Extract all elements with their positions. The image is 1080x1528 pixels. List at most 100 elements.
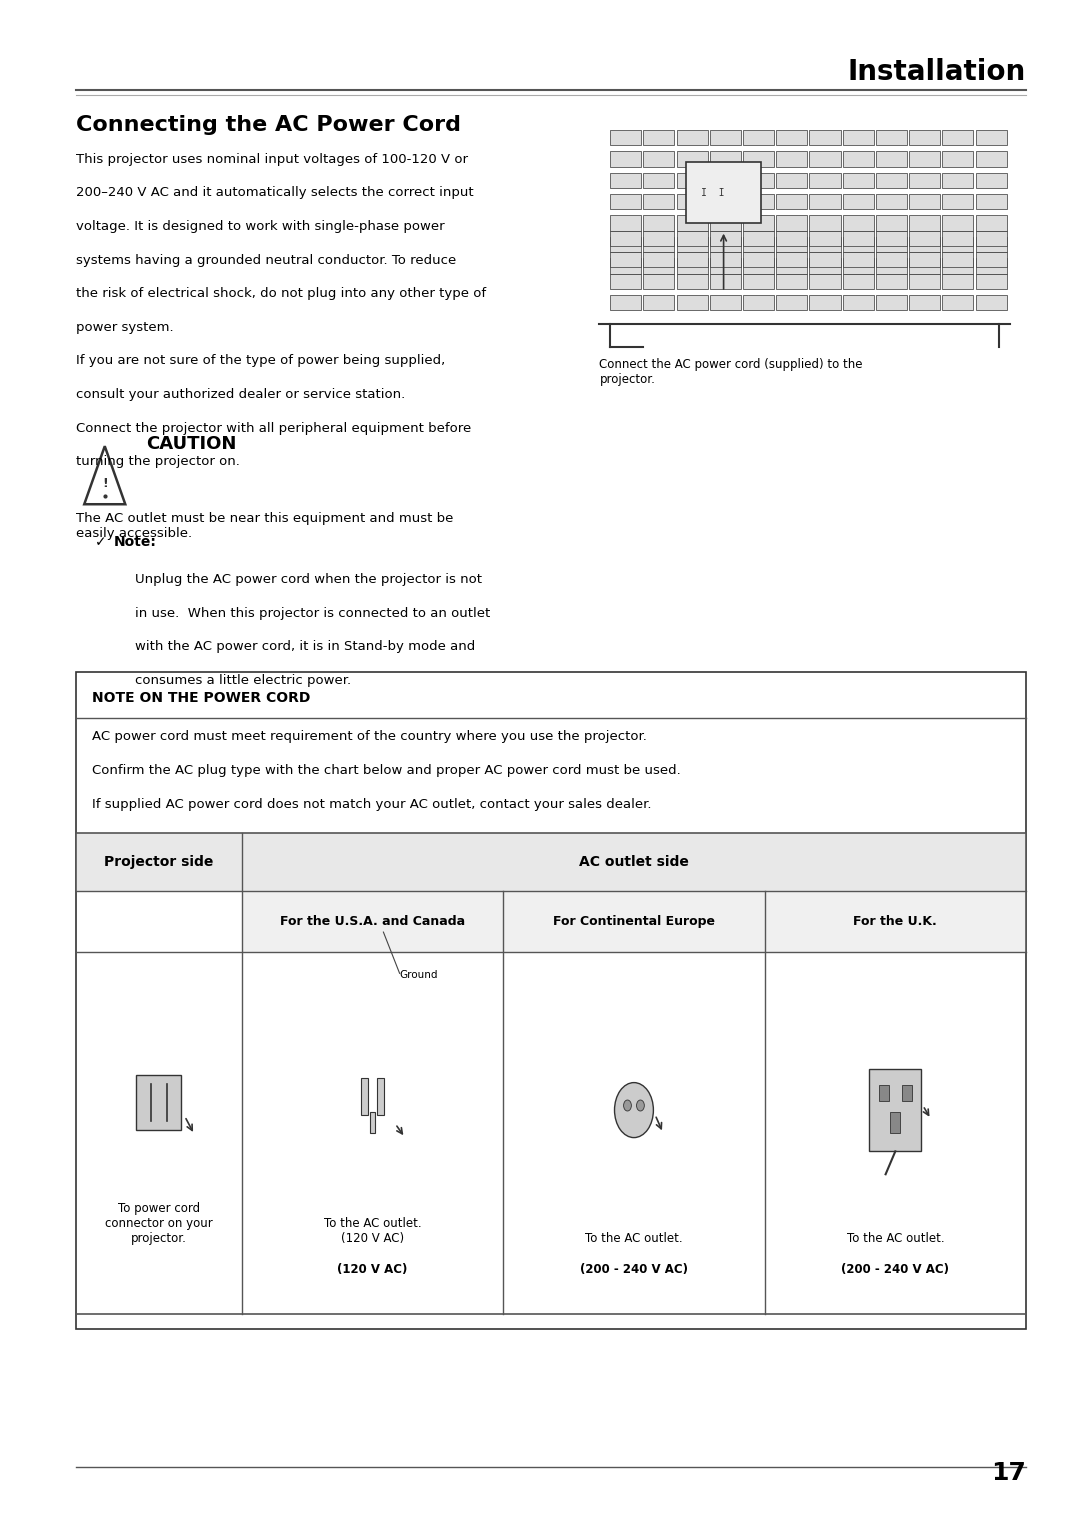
Text: power system.: power system.	[76, 321, 173, 335]
Text: Projector side: Projector side	[104, 854, 214, 869]
Text: Ground: Ground	[400, 970, 438, 981]
Bar	[743, 151, 774, 167]
Text: Note:: Note:	[113, 535, 157, 549]
Bar	[677, 237, 707, 252]
Bar	[677, 130, 707, 145]
Text: If you are not sure of the type of power being supplied,: If you are not sure of the type of power…	[76, 354, 445, 368]
Bar	[909, 252, 941, 267]
Text: NOTE ON THE POWER CORD: NOTE ON THE POWER CORD	[92, 691, 310, 704]
Bar	[677, 231, 707, 246]
Bar	[610, 252, 642, 267]
Bar	[677, 151, 707, 167]
Bar	[610, 173, 642, 188]
Text: with the AC power cord, it is in Stand-by mode and: with the AC power cord, it is in Stand-b…	[135, 640, 475, 654]
Bar	[890, 1112, 901, 1132]
Bar	[710, 151, 741, 167]
Bar	[909, 130, 941, 145]
Text: Connecting the AC Power Cord: Connecting the AC Power Cord	[76, 115, 460, 134]
Bar	[975, 237, 1007, 252]
Bar	[710, 215, 741, 231]
Bar	[686, 162, 761, 223]
Text: in use.  When this projector is connected to an outlet: in use. When this projector is connected…	[135, 607, 490, 620]
Text: For the U.S.A. and Canada: For the U.S.A. and Canada	[280, 915, 465, 927]
Bar	[909, 194, 941, 209]
Bar	[677, 258, 707, 274]
Bar	[644, 151, 674, 167]
Bar	[942, 151, 973, 167]
Bar	[975, 194, 1007, 209]
Bar	[503, 891, 765, 952]
Bar	[777, 130, 808, 145]
Text: (200 - 240 V AC): (200 - 240 V AC)	[841, 1262, 949, 1276]
Bar	[610, 295, 642, 310]
Bar	[76, 833, 1026, 1314]
Bar	[610, 151, 642, 167]
Bar	[876, 295, 907, 310]
Text: For Continental Europe: For Continental Europe	[553, 915, 715, 927]
Bar	[677, 194, 707, 209]
Bar	[876, 252, 907, 267]
Bar	[777, 151, 808, 167]
Bar	[876, 231, 907, 246]
Bar	[710, 173, 741, 188]
Bar	[842, 130, 874, 145]
Bar	[876, 258, 907, 274]
Bar	[869, 1070, 921, 1152]
Bar	[370, 1112, 375, 1132]
Bar	[810, 151, 840, 167]
Bar	[610, 215, 642, 231]
Bar	[743, 231, 774, 246]
Bar	[842, 173, 874, 188]
Bar	[136, 1076, 181, 1129]
Bar	[710, 295, 741, 310]
Text: Connect the projector with all peripheral equipment before: Connect the projector with all periphera…	[76, 422, 471, 435]
Bar	[777, 295, 808, 310]
Text: AC power cord must meet requirement of the country where you use the projector.: AC power cord must meet requirement of t…	[92, 730, 647, 744]
Bar	[677, 173, 707, 188]
Text: Connect the AC power cord (supplied) to the
projector.: Connect the AC power cord (supplied) to …	[599, 358, 863, 385]
Bar	[842, 237, 874, 252]
Bar	[610, 194, 642, 209]
Bar	[810, 258, 840, 274]
Bar	[777, 252, 808, 267]
Bar	[909, 215, 941, 231]
Bar	[810, 130, 840, 145]
Bar	[610, 258, 642, 274]
Bar	[876, 151, 907, 167]
Text: To the AC outlet.
(120 V AC): To the AC outlet. (120 V AC)	[324, 1218, 421, 1245]
Bar	[710, 258, 741, 274]
Text: To the AC outlet.: To the AC outlet.	[585, 1232, 683, 1245]
Bar	[842, 252, 874, 267]
Text: I  I: I I	[701, 188, 724, 197]
Bar	[876, 274, 907, 289]
Text: consult your authorized dealer or service station.: consult your authorized dealer or servic…	[76, 388, 405, 402]
Bar	[677, 295, 707, 310]
Bar	[777, 258, 808, 274]
Bar	[942, 252, 973, 267]
Text: To power cord
connector on your
projector.: To power cord connector on your projecto…	[105, 1203, 213, 1245]
Bar	[810, 274, 840, 289]
Bar	[378, 1077, 384, 1114]
Bar	[876, 194, 907, 209]
Bar	[975, 274, 1007, 289]
Bar	[909, 237, 941, 252]
Bar	[975, 231, 1007, 246]
Bar	[765, 891, 1026, 952]
Bar	[677, 252, 707, 267]
Bar	[677, 215, 707, 231]
Text: For the U.K.: For the U.K.	[853, 915, 937, 927]
Bar	[677, 274, 707, 289]
Bar	[743, 215, 774, 231]
Bar	[902, 1085, 912, 1100]
Bar	[710, 231, 741, 246]
Bar	[644, 231, 674, 246]
Bar	[743, 194, 774, 209]
Bar	[644, 194, 674, 209]
Bar	[644, 130, 674, 145]
Bar	[876, 237, 907, 252]
Bar	[361, 1077, 367, 1114]
Bar	[876, 215, 907, 231]
Bar	[610, 237, 642, 252]
Bar	[610, 130, 642, 145]
Text: CAUTION: CAUTION	[146, 435, 237, 454]
